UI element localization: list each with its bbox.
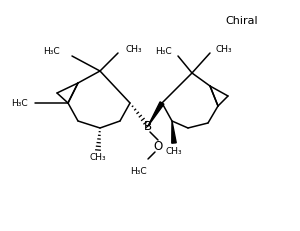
Text: B: B (144, 119, 152, 133)
Text: CH₃: CH₃ (216, 46, 232, 55)
Text: O: O (153, 140, 163, 152)
Text: CH₃: CH₃ (166, 146, 182, 155)
Text: CH₃: CH₃ (125, 46, 142, 55)
Text: Chiral: Chiral (226, 16, 258, 26)
Text: CH₃: CH₃ (90, 154, 106, 162)
Text: H₃C: H₃C (130, 167, 146, 176)
Polygon shape (172, 121, 176, 143)
Text: H₃C: H₃C (11, 98, 28, 107)
Polygon shape (148, 102, 164, 126)
Text: H₃C: H₃C (155, 48, 172, 57)
Text: H₃C: H₃C (44, 48, 60, 57)
